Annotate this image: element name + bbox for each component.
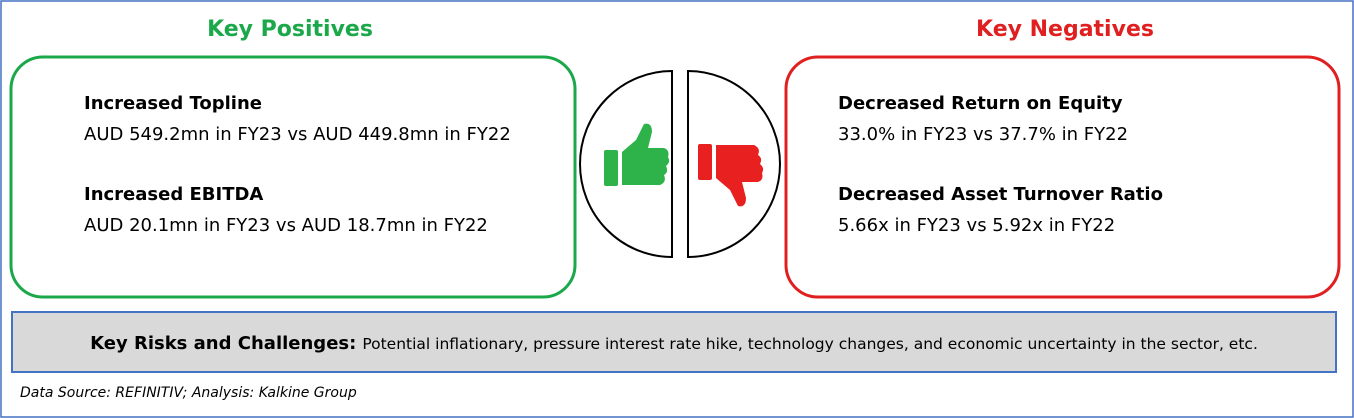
item-detail: AUD 20.1mn in FY23 vs AUD 18.7mn in FY22: [84, 215, 488, 236]
risks-label: Key Risks and Challenges:: [90, 333, 356, 354]
positives-title: Key Positives: [207, 17, 373, 42]
negatives-box: [784, 55, 1341, 299]
positives-box: [9, 55, 577, 299]
item-heading: Decreased Asset Turnover Ratio: [838, 184, 1163, 205]
item-detail: 33.0% in FY23 vs 37.7% in FY22: [838, 124, 1128, 145]
negatives-title: Key Negatives: [976, 17, 1154, 42]
thumbs-down-icon: [698, 144, 764, 207]
item-heading: Increased EBITDA: [84, 184, 263, 205]
item-detail: 5.66x in FY23 vs 5.92x in FY22: [838, 215, 1115, 236]
thumbs-up-icon: [604, 123, 670, 186]
item-detail: AUD 549.2mn in FY23 vs AUD 449.8mn in FY…: [84, 124, 511, 145]
source-note: Data Source: REFINITIV; Analysis: Kalkin…: [20, 385, 357, 401]
risks-line: Key Risks and Challenges: Potential infla…: [90, 333, 1258, 354]
risks-box: [11, 311, 1337, 373]
item-heading: Decreased Return on Equity: [838, 93, 1123, 114]
risks-text: Potential inflationary, pressure interes…: [362, 335, 1258, 353]
item-heading: Increased Topline: [84, 93, 262, 114]
